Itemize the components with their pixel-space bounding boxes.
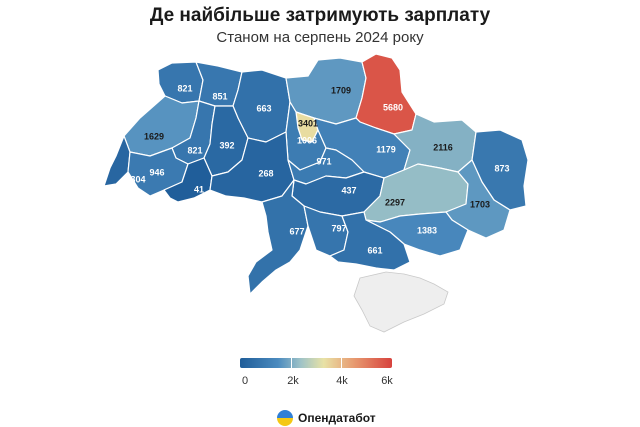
region-value-label: 663 — [256, 103, 271, 113]
region-value-label: 392 — [219, 140, 234, 150]
region-value-label: 304 — [130, 174, 145, 184]
region-value-label: 3401 — [298, 118, 318, 128]
region-crimea-no-data — [353, 271, 449, 333]
chart-subtitle: Станом на серпень 2024 року — [216, 29, 424, 46]
legend-gradient-bar — [240, 358, 392, 368]
region-value-label: 661 — [367, 245, 382, 255]
region-value-label: 1629 — [144, 131, 164, 141]
region-value-label: 821 — [187, 145, 202, 155]
legend-tick — [341, 358, 342, 368]
opendatabot-logo-icon — [277, 410, 293, 426]
region-value-label: 851 — [212, 91, 227, 101]
region-area — [445, 159, 511, 239]
region-value-label: 5680 — [383, 102, 403, 112]
region-value-label: 797 — [331, 223, 346, 233]
region-value-label: 971 — [316, 156, 331, 166]
region-value-label: 1383 — [417, 225, 437, 235]
legend-label-0: 0 — [241, 375, 249, 387]
region-value-label: 821 — [177, 83, 192, 93]
brand-name: Опендатабот — [298, 411, 376, 425]
region-value-label: 1709 — [331, 85, 351, 95]
region-area — [247, 179, 309, 295]
legend-label-2k: 2k — [287, 375, 299, 387]
region-value-label: 437 — [341, 185, 356, 195]
legend-label-6k: 6k — [381, 375, 393, 387]
region-value-label: 1703 — [470, 199, 490, 209]
brand: Опендатабот — [277, 409, 376, 427]
region-area — [329, 211, 411, 271]
region-area — [355, 53, 417, 135]
region-value-label: 268 — [258, 168, 273, 178]
region-value-label: 1006 — [297, 135, 317, 145]
region-value-label: 677 — [289, 226, 304, 236]
legend-label-4k: 4k — [336, 375, 348, 387]
region-value-label: 2297 — [385, 197, 405, 207]
region-value-label: 873 — [494, 163, 509, 173]
legend-tick — [291, 358, 292, 368]
region-value-label: 2116 — [433, 142, 453, 152]
region-value-label: 41 — [194, 184, 204, 194]
region-value-label: 1179 — [376, 144, 396, 154]
color-legend — [240, 358, 392, 368]
region-area — [103, 135, 131, 187]
region-value-label: 946 — [149, 167, 164, 177]
chart-title: Де найбільше затримують зарплату — [149, 5, 491, 26]
